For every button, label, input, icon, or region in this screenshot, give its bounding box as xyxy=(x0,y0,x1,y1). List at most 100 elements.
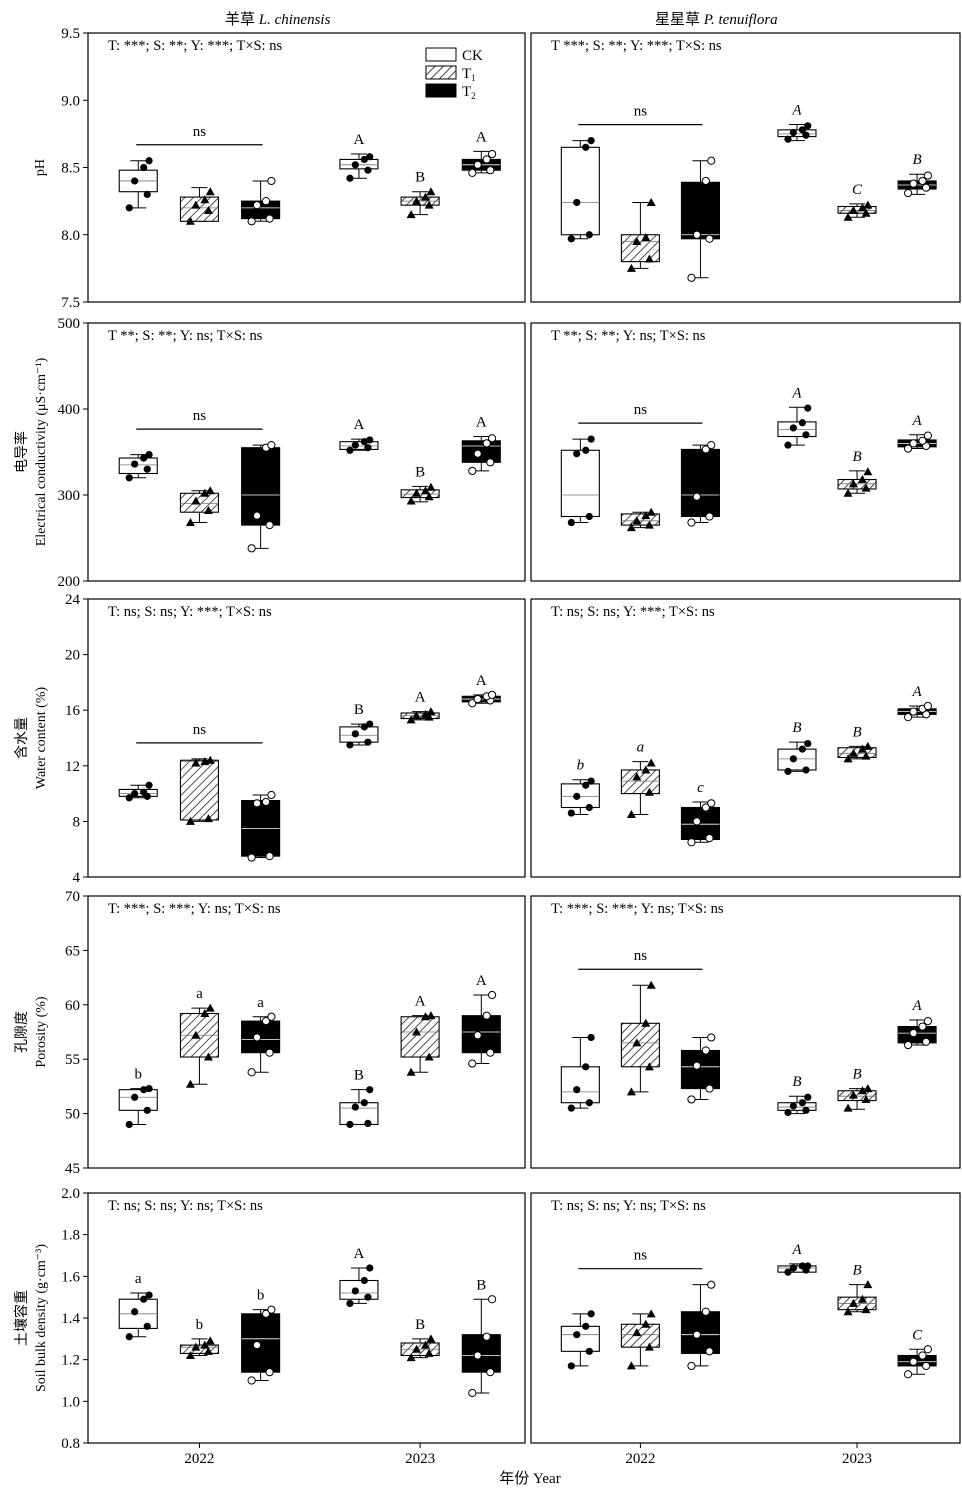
data-point xyxy=(473,449,482,458)
data-point xyxy=(125,1333,133,1341)
data-point xyxy=(784,767,792,775)
data-point xyxy=(421,1340,431,1349)
data-point xyxy=(789,1264,797,1272)
box-ck-2022: b xyxy=(118,1067,158,1129)
data-point xyxy=(861,208,871,217)
legend-swatch xyxy=(425,47,457,62)
data-point xyxy=(641,765,651,774)
data-point xyxy=(488,149,497,159)
box-t2-2022 xyxy=(680,1280,721,1371)
significance-letter: A xyxy=(354,132,365,148)
data-point xyxy=(923,701,933,711)
data-point xyxy=(857,1086,867,1095)
panel-2-0: 4 8 12 16 20 24 含水量 Water content (%) T: ns; S: … xyxy=(14,592,526,886)
data-point xyxy=(585,231,593,239)
significance-letter: b xyxy=(577,758,585,774)
data-point xyxy=(406,496,416,505)
data-point xyxy=(191,200,201,209)
box-body xyxy=(620,513,660,526)
data-point xyxy=(125,204,133,212)
box-body xyxy=(118,788,158,797)
data-point xyxy=(692,817,701,826)
data-point xyxy=(140,1295,148,1303)
y-axis-label: 土壤容重 xyxy=(13,1290,30,1346)
y-axis-label: 含水量 xyxy=(14,717,30,759)
y-axis-label: pH xyxy=(33,159,48,176)
data-point xyxy=(346,1299,354,1308)
box-t2-2023: A xyxy=(897,684,937,722)
data-point xyxy=(644,1342,654,1351)
box-t1-2023: A xyxy=(400,690,440,724)
significance-letter: A xyxy=(912,413,923,429)
data-point xyxy=(789,128,797,137)
data-point xyxy=(351,1287,359,1295)
data-point xyxy=(145,1084,153,1093)
column-title-right-latin: P. tenuiflora xyxy=(703,12,778,28)
data-point xyxy=(203,1346,213,1355)
stats-annotation: T: ***; S: **; Y: ***; T×S: ns xyxy=(108,38,282,54)
data-point xyxy=(701,803,710,812)
data-point xyxy=(426,1011,436,1020)
data-point xyxy=(203,206,213,215)
data-point xyxy=(488,690,497,700)
ns-label: ns xyxy=(193,408,207,424)
data-point xyxy=(421,192,431,201)
data-point xyxy=(922,183,931,192)
legend-label: T2 xyxy=(462,84,476,101)
box-body xyxy=(339,1279,379,1300)
data-point xyxy=(857,475,867,484)
data-point xyxy=(185,1079,195,1088)
data-point xyxy=(406,210,416,219)
data-point xyxy=(585,1347,593,1355)
data-point xyxy=(861,483,871,492)
data-point xyxy=(848,1090,858,1099)
y-tick-label: 20 xyxy=(65,648,80,664)
data-point xyxy=(626,1361,636,1370)
significance-letter: B xyxy=(415,1317,425,1333)
data-point xyxy=(804,122,812,130)
significance-letter: B xyxy=(415,464,425,480)
data-point xyxy=(473,694,482,704)
box-body xyxy=(560,783,600,809)
panel-4-1: 2022 2023 T: ns; S: ns; Y: ns; T×S: ns A B Cn… xyxy=(530,1192,961,1467)
y-tick-label: 70 xyxy=(65,889,80,905)
box-t1-2022 xyxy=(620,507,660,532)
data-point xyxy=(205,486,215,495)
x-tick-label: 2023 xyxy=(842,1451,872,1467)
panel-4-0: 0.8 1.0 1.2 1.4 1.6 1.8 2.0 土壤容重 Soil bulk densi… xyxy=(13,1186,526,1467)
data-point xyxy=(247,1376,256,1385)
data-point xyxy=(861,1094,871,1103)
data-point xyxy=(687,1361,696,1371)
data-point xyxy=(707,1280,716,1289)
data-point xyxy=(587,435,595,443)
box-ck-2023: A xyxy=(339,417,379,454)
data-point xyxy=(140,1086,148,1094)
box-t1-2023: C xyxy=(837,182,877,221)
data-point xyxy=(904,444,913,453)
data-point xyxy=(145,1291,153,1299)
significance-letter: B xyxy=(852,1067,861,1083)
data-point xyxy=(131,790,139,798)
data-point xyxy=(203,814,213,823)
data-point xyxy=(918,436,927,445)
box-body xyxy=(560,1325,600,1352)
significance-letter: b xyxy=(196,1317,204,1333)
column-title-right-zh: 星星草 xyxy=(655,12,701,28)
y-tick-label: 65 xyxy=(65,943,80,959)
data-point xyxy=(406,715,416,724)
legend-label-subscript: 1 xyxy=(471,73,476,83)
box-t2-2022: c xyxy=(680,780,721,847)
data-point xyxy=(848,1298,858,1307)
column-title-left-zh: 羊草 xyxy=(225,12,256,28)
data-point xyxy=(366,1264,374,1272)
data-point xyxy=(143,1322,151,1330)
significance-letter: A xyxy=(415,994,426,1010)
data-point xyxy=(265,214,274,223)
data-point xyxy=(205,1003,215,1012)
legend-label-subscript: 2 xyxy=(471,91,476,101)
y-tick-label: 8.0 xyxy=(61,228,80,244)
data-point xyxy=(857,203,867,212)
data-point xyxy=(904,1370,913,1379)
